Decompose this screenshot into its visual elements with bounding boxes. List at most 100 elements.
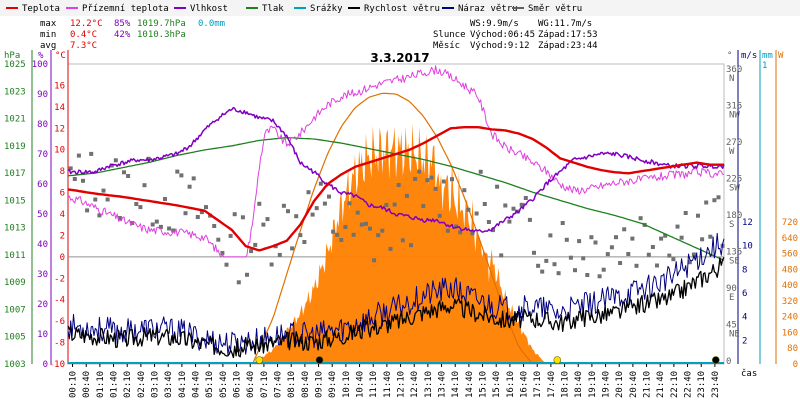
direction-name-label: W bbox=[729, 147, 735, 157]
time-tick-label: 20:40 bbox=[629, 371, 639, 398]
direction-tick-label: 315 bbox=[726, 102, 742, 112]
direction-tick-label: 180 bbox=[726, 211, 742, 221]
humidity-tick-label: 100 bbox=[32, 60, 48, 70]
wind-direction-point bbox=[245, 272, 249, 277]
chart-title: 3.3.2017 bbox=[370, 51, 429, 65]
solar-tick-label: 320 bbox=[782, 297, 798, 307]
wind-direction-point bbox=[240, 215, 245, 220]
sunrise-marker bbox=[255, 356, 264, 364]
wind-direction-point bbox=[339, 238, 344, 242]
wind-direction-point bbox=[294, 214, 299, 219]
rain-tick-label: 1 bbox=[762, 61, 767, 71]
stats-avg-temp: 7.3°C bbox=[70, 41, 97, 51]
wind-direction-point bbox=[581, 256, 586, 261]
stats-moonrise: Východ:9:12 bbox=[470, 41, 530, 51]
wind-direction-point bbox=[138, 205, 143, 210]
stats-max-label: max bbox=[40, 19, 57, 29]
time-tick-label: 23:10 bbox=[697, 371, 707, 398]
wind-direction-point bbox=[216, 237, 221, 242]
wind-direction-point bbox=[650, 245, 655, 249]
time-tick-label: 18:10 bbox=[561, 371, 571, 398]
wind-direction-point bbox=[425, 178, 430, 183]
time-tick-label: 12:10 bbox=[397, 371, 407, 398]
wind-direction-point bbox=[117, 216, 122, 220]
wind-direction-point bbox=[142, 183, 147, 188]
wind-direction-point bbox=[76, 153, 81, 158]
wind-direction-point bbox=[458, 230, 463, 235]
temperature-tick-label: -4 bbox=[54, 296, 65, 306]
wind-direction-point bbox=[495, 184, 500, 189]
wind-direction-point bbox=[322, 201, 327, 206]
wind-direction-point bbox=[687, 260, 692, 265]
temperature-tick-label: 16 bbox=[54, 81, 65, 91]
wind-tick-label: 4 bbox=[742, 313, 747, 323]
wind-direction-point bbox=[527, 217, 532, 222]
wind-direction-point bbox=[544, 258, 549, 263]
time-tick-label: 05:10 bbox=[205, 371, 215, 398]
wind-direction-point bbox=[614, 235, 618, 240]
wind-direction-point bbox=[482, 202, 487, 206]
wind-direction-point bbox=[318, 181, 323, 186]
wind-direction-point bbox=[568, 255, 573, 260]
wind-direction-point bbox=[675, 224, 680, 229]
wind-direction-point bbox=[126, 174, 131, 178]
wind-direction-point bbox=[437, 213, 442, 218]
wind-direction-point bbox=[105, 197, 110, 202]
direction-name-label: SW bbox=[729, 184, 740, 194]
wind-direction-point bbox=[351, 232, 356, 237]
legend: Teplota Přízemní teplota Vlhkost Tlak Srážky… bbox=[6, 4, 582, 14]
wind-direction-point bbox=[384, 202, 389, 207]
wind-direction-point bbox=[507, 219, 512, 224]
time-tick-label: 14:40 bbox=[465, 371, 475, 398]
wind-direction-point bbox=[630, 236, 635, 241]
solar-tick-label: 560 bbox=[782, 250, 798, 260]
direction-name-label: N bbox=[729, 74, 734, 84]
pressure-tick-label: 1021 bbox=[4, 115, 26, 125]
time-tick-label: 22:40 bbox=[684, 371, 694, 398]
time-tick-label: 01:40 bbox=[110, 371, 120, 398]
time-tick-label: 19:40 bbox=[602, 371, 612, 398]
time-tick-label: 10:10 bbox=[342, 371, 352, 398]
time-tick-label: 04:10 bbox=[178, 371, 188, 398]
temperature-tick-label: 14 bbox=[54, 103, 65, 113]
wind-direction-point bbox=[573, 268, 577, 273]
wind-direction-point bbox=[179, 173, 184, 178]
wind-direction-point bbox=[191, 176, 196, 181]
wind-direction-point bbox=[302, 240, 307, 244]
wind-direction-point bbox=[376, 233, 381, 238]
humidity-tick-label: 90 bbox=[37, 90, 48, 100]
pressure-tick-label: 1007 bbox=[4, 305, 26, 315]
wind-direction-point bbox=[363, 221, 368, 226]
wind-direction-point bbox=[236, 280, 241, 285]
solar-tick-label: 400 bbox=[782, 281, 798, 291]
solar-tick-label: 480 bbox=[782, 265, 798, 275]
wind-direction-point bbox=[286, 209, 290, 214]
wind-direction-point bbox=[228, 233, 233, 238]
direction-name-label: E bbox=[729, 293, 734, 303]
wind-direction-point bbox=[491, 228, 495, 233]
stats-min-press: 1010.3hPa bbox=[137, 30, 186, 40]
humidity-tick-label: 30 bbox=[37, 270, 48, 280]
time-tick-label: 13:40 bbox=[438, 371, 448, 398]
time-tick-label: 15:40 bbox=[492, 371, 502, 398]
wind-direction-point bbox=[212, 224, 217, 228]
plot-area bbox=[67, 65, 725, 365]
wind-direction-point bbox=[343, 225, 348, 230]
wind-direction-point bbox=[450, 177, 454, 182]
wind-direction-point bbox=[167, 226, 172, 231]
wind-tick-label: 10 bbox=[742, 242, 753, 252]
wind-direction-point bbox=[577, 239, 582, 244]
wind-tick-label: 2 bbox=[742, 336, 747, 346]
wind-direction-point bbox=[335, 232, 340, 237]
temperature-tick-label: 12 bbox=[54, 124, 65, 134]
legend-label: Vlhkost bbox=[190, 4, 228, 14]
wind-direction-point bbox=[638, 216, 643, 221]
solar-tick-label: 640 bbox=[782, 234, 798, 244]
pressure-tick-label: 1011 bbox=[4, 251, 26, 261]
time-tick-label: 03:10 bbox=[151, 371, 161, 398]
wind-direction-point bbox=[81, 178, 85, 183]
humidity-tick-label: 40 bbox=[37, 240, 48, 250]
time-tick-label: 10:40 bbox=[356, 371, 366, 398]
wind-direction-point bbox=[626, 252, 631, 256]
